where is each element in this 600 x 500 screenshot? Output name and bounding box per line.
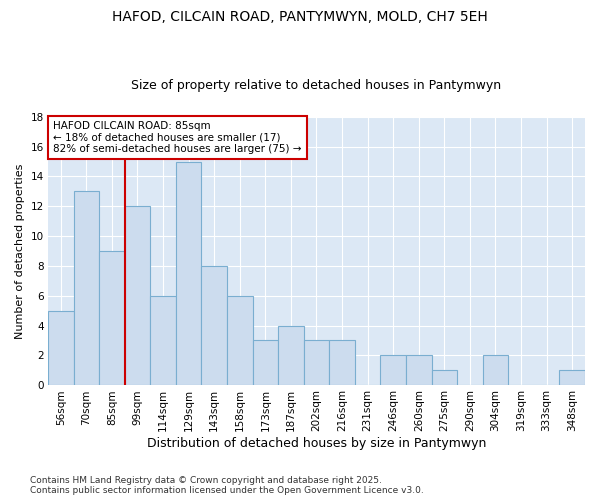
Text: HAFOD, CILCAIN ROAD, PANTYMWYN, MOLD, CH7 5EH: HAFOD, CILCAIN ROAD, PANTYMWYN, MOLD, CH…: [112, 10, 488, 24]
Y-axis label: Number of detached properties: Number of detached properties: [15, 164, 25, 338]
Bar: [74, 192, 99, 385]
Bar: [483, 356, 508, 385]
Bar: [278, 326, 304, 385]
Bar: [559, 370, 585, 385]
Title: Size of property relative to detached houses in Pantymwyn: Size of property relative to detached ho…: [131, 79, 502, 92]
Bar: [304, 340, 329, 385]
X-axis label: Distribution of detached houses by size in Pantymwyn: Distribution of detached houses by size …: [147, 437, 486, 450]
Bar: [329, 340, 355, 385]
Text: Contains HM Land Registry data © Crown copyright and database right 2025.
Contai: Contains HM Land Registry data © Crown c…: [30, 476, 424, 495]
Bar: [48, 310, 74, 385]
Bar: [406, 356, 431, 385]
Bar: [431, 370, 457, 385]
Bar: [176, 162, 202, 385]
Bar: [253, 340, 278, 385]
Bar: [202, 266, 227, 385]
Text: HAFOD CILCAIN ROAD: 85sqm
← 18% of detached houses are smaller (17)
82% of semi-: HAFOD CILCAIN ROAD: 85sqm ← 18% of detac…: [53, 121, 302, 154]
Bar: [99, 251, 125, 385]
Bar: [150, 296, 176, 385]
Bar: [380, 356, 406, 385]
Bar: [227, 296, 253, 385]
Bar: [125, 206, 150, 385]
